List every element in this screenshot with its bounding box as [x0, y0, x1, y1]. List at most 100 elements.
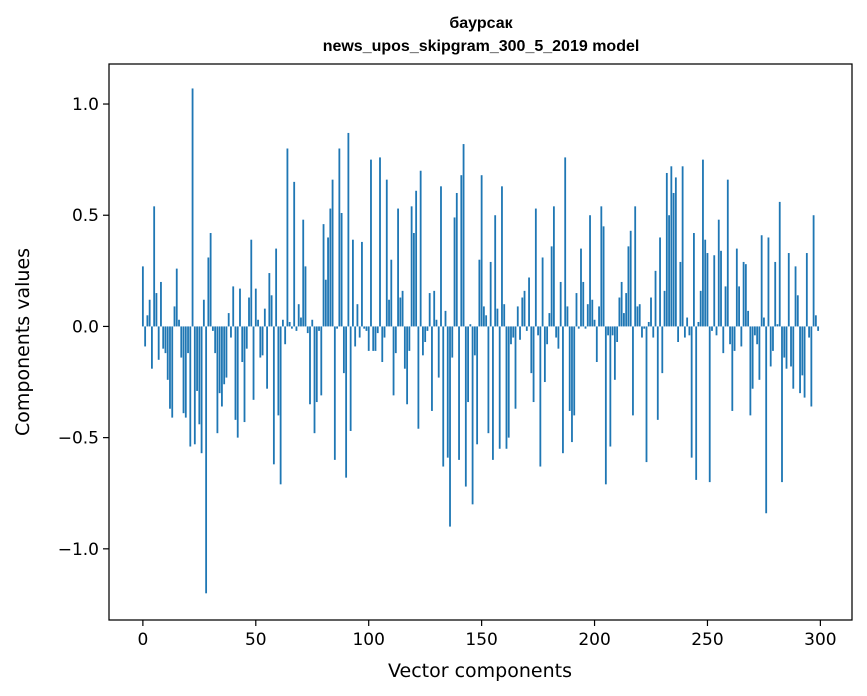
bar-110 [390, 259, 393, 327]
bar-100 [367, 326, 370, 351]
bar-206 [607, 326, 609, 336]
bar-96 [358, 326, 361, 338]
bar-19 [184, 326, 187, 418]
bar-181 [550, 246, 553, 327]
bar-66 [291, 326, 293, 329]
bar-282 [778, 201, 781, 327]
bar-175 [537, 326, 539, 336]
bar-165 [514, 326, 517, 409]
bar-123 [419, 170, 422, 327]
bar-87 [338, 148, 341, 327]
bar-243 [690, 326, 693, 458]
bar-64 [286, 148, 289, 327]
bar-109 [388, 299, 390, 327]
bar-44 [241, 326, 244, 363]
bar-249 [704, 239, 707, 327]
bar-166 [516, 306, 519, 327]
bar-104 [376, 326, 379, 334]
bar-29 [207, 257, 210, 327]
bar-188 [566, 306, 569, 327]
bar-38 [227, 313, 230, 327]
bar-291 [799, 326, 801, 394]
bar-137 [451, 326, 454, 358]
bar-213 [623, 313, 625, 327]
bar-156 [494, 215, 497, 327]
bar-200 [593, 319, 596, 327]
bar-86 [336, 326, 338, 329]
bar-144 [467, 326, 469, 403]
bar-91 [347, 132, 350, 327]
bar-204 [602, 226, 605, 327]
bar-276 [765, 326, 768, 514]
bar-97 [361, 241, 363, 327]
bar-83 [329, 208, 332, 327]
bar-201 [595, 326, 598, 363]
bar-294 [805, 253, 808, 327]
bar-93 [352, 239, 354, 327]
bar-219 [636, 306, 639, 327]
bar-148 [476, 326, 479, 445]
bar-88 [340, 213, 343, 327]
bar-225 [650, 297, 652, 327]
bar-223 [645, 326, 648, 463]
bar-248 [702, 159, 704, 327]
bar-286 [787, 253, 790, 327]
bar-114 [399, 297, 402, 327]
bar-167 [519, 326, 521, 340]
bar-272 [756, 326, 759, 345]
bar-143 [464, 326, 467, 487]
bar-270 [751, 326, 754, 389]
bar-138 [453, 217, 456, 327]
bar-211 [618, 297, 621, 327]
bar-98 [363, 326, 366, 329]
bar-31 [211, 326, 214, 331]
bar-0 [141, 266, 144, 327]
bar-126 [426, 326, 429, 331]
bar-236 [674, 177, 677, 327]
bar-34 [218, 326, 221, 394]
bar-124 [422, 326, 424, 356]
bar-283 [781, 326, 783, 483]
bar-215 [627, 246, 630, 327]
bar-50 [254, 288, 257, 327]
bar-187 [564, 157, 567, 327]
bar-292 [801, 326, 804, 376]
x-tick-label: 0 [137, 630, 148, 650]
bar-9 [162, 326, 165, 349]
bar-16 [178, 319, 180, 327]
bar-220 [638, 304, 641, 327]
bar-164 [512, 326, 515, 338]
bar-280 [774, 261, 777, 327]
bar-125 [424, 326, 427, 342]
bar-174 [534, 208, 537, 327]
bar-61 [279, 326, 282, 485]
bar-37 [225, 326, 228, 378]
bar-192 [575, 293, 578, 327]
bar-240 [683, 326, 686, 338]
bar-246 [697, 321, 700, 327]
chart-title: баурсак [449, 15, 513, 32]
bar-238 [679, 261, 682, 327]
bar-173 [532, 326, 535, 403]
bar-261 [731, 326, 734, 411]
bar-258 [724, 286, 727, 327]
bar-7 [157, 326, 160, 360]
y-tick-label: 1.0 [72, 95, 99, 115]
bar-84 [331, 179, 334, 327]
bar-207 [609, 326, 612, 447]
bar-195 [582, 281, 585, 327]
bar-279 [772, 326, 774, 351]
bar-1 [144, 326, 147, 347]
bar-237 [677, 326, 680, 342]
bar-95 [356, 304, 359, 327]
bar-108 [385, 179, 388, 327]
bar-151 [482, 306, 485, 327]
x-tick-label: 100 [352, 630, 384, 650]
bar-140 [458, 326, 460, 460]
bar-105 [379, 157, 381, 327]
bar-269 [749, 326, 752, 416]
bar-90 [345, 326, 348, 478]
plot-frame [108, 63, 853, 621]
bar-74 [309, 326, 311, 405]
